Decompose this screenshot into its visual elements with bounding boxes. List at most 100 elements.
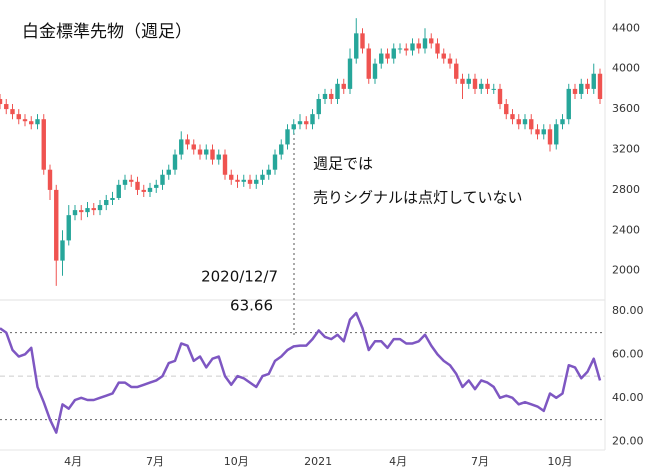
chart-title: 白金標準先物（週足） bbox=[22, 22, 192, 42]
rsi-line bbox=[0, 311, 602, 434]
candle-body bbox=[410, 43, 415, 51]
candle-body bbox=[429, 38, 434, 44]
candle-body bbox=[172, 154, 178, 170]
x-tick-label: 4月 bbox=[389, 455, 407, 468]
candle-body bbox=[372, 63, 378, 79]
candle-body bbox=[379, 53, 384, 64]
candle-body bbox=[235, 179, 240, 182]
candle-body bbox=[35, 119, 40, 125]
candle-body bbox=[129, 179, 134, 182]
candle-body bbox=[522, 119, 528, 125]
candle-body bbox=[60, 240, 65, 261]
candle-body bbox=[197, 149, 203, 155]
candle-body bbox=[97, 205, 103, 211]
candle-body bbox=[535, 129, 540, 135]
x-tick-label: 10月 bbox=[548, 455, 573, 468]
candle-body bbox=[479, 83, 484, 89]
x-tick-label: 7月 bbox=[146, 455, 164, 468]
candle-body bbox=[285, 129, 290, 145]
candle-body bbox=[204, 149, 209, 155]
candle-body bbox=[435, 43, 440, 54]
candle-body bbox=[297, 121, 303, 125]
candle-body bbox=[116, 184, 121, 198]
candle-body bbox=[441, 53, 446, 59]
y-tick-label: 80.00 bbox=[612, 304, 644, 317]
candle-body bbox=[366, 48, 371, 79]
candle-body bbox=[22, 119, 28, 122]
y-tick-label: 60.00 bbox=[612, 347, 644, 360]
candle-body bbox=[541, 129, 546, 135]
annotation: 63.66 bbox=[230, 297, 273, 315]
candle-body bbox=[397, 48, 403, 50]
candle-body bbox=[329, 93, 334, 99]
candle-body bbox=[360, 33, 365, 49]
candle-body bbox=[54, 189, 59, 261]
y-tick-label: 4400 bbox=[612, 21, 640, 34]
candle-body bbox=[497, 88, 503, 105]
candle-body bbox=[335, 83, 340, 99]
candle-body bbox=[135, 181, 140, 190]
candle-body bbox=[466, 78, 471, 84]
candle-body bbox=[447, 58, 453, 64]
candle-body bbox=[354, 33, 359, 59]
candle-body bbox=[597, 73, 603, 99]
candle-body bbox=[166, 169, 171, 175]
candle-body bbox=[547, 129, 553, 145]
candle-body bbox=[85, 208, 90, 213]
candle-body bbox=[579, 83, 584, 94]
candle-body bbox=[460, 78, 465, 84]
candle-body bbox=[591, 73, 596, 89]
candle-body bbox=[404, 48, 409, 51]
candle-body bbox=[122, 179, 128, 185]
candle-body bbox=[72, 210, 78, 216]
x-tick-label: 4月 bbox=[64, 455, 82, 468]
candle-body bbox=[422, 38, 428, 49]
x-tick-label: 2021 bbox=[304, 455, 332, 468]
candle-body bbox=[66, 215, 71, 241]
candle-body bbox=[322, 93, 328, 99]
candle-body bbox=[279, 144, 284, 155]
candle-body bbox=[210, 149, 215, 160]
candle-body bbox=[516, 119, 521, 125]
candle-body bbox=[291, 124, 296, 130]
candle-body bbox=[347, 58, 353, 89]
candle-body bbox=[585, 83, 590, 89]
candle-body bbox=[10, 109, 15, 115]
candle-body bbox=[191, 144, 196, 150]
candle-body bbox=[485, 83, 490, 89]
candle-body bbox=[229, 174, 234, 180]
candle-body bbox=[272, 154, 278, 170]
candle-body bbox=[154, 184, 159, 188]
candle-body bbox=[416, 43, 421, 49]
candle-body bbox=[79, 210, 84, 213]
candle-body bbox=[472, 78, 478, 89]
candle-body bbox=[41, 119, 46, 170]
y-tick-label: 2400 bbox=[612, 223, 640, 236]
y-tick-label: 2800 bbox=[612, 183, 640, 196]
candle-body bbox=[141, 189, 146, 192]
candle-body bbox=[160, 174, 165, 185]
candle-body bbox=[572, 88, 578, 94]
annotation: 週足では bbox=[313, 155, 373, 173]
candle-body bbox=[260, 174, 265, 180]
candle-body bbox=[47, 169, 53, 190]
candle-body bbox=[554, 124, 559, 145]
y-tick-label: 4000 bbox=[612, 62, 640, 75]
candle-body bbox=[454, 63, 459, 79]
candle-body bbox=[104, 200, 109, 206]
candle-body bbox=[247, 179, 253, 184]
candle-body bbox=[504, 104, 509, 115]
y-tick-label: 3200 bbox=[612, 142, 640, 155]
candle-body bbox=[91, 208, 96, 211]
candle-body bbox=[185, 139, 190, 145]
candle-body bbox=[4, 104, 9, 110]
candle-body bbox=[391, 48, 396, 59]
candle-body bbox=[560, 119, 565, 125]
candle-body bbox=[216, 154, 221, 160]
candle-body bbox=[385, 53, 390, 59]
candle-body bbox=[110, 197, 115, 200]
y-tick-label: 20.00 bbox=[612, 434, 644, 447]
candle-body bbox=[266, 169, 271, 175]
y-tick-label: 40.00 bbox=[612, 391, 644, 404]
